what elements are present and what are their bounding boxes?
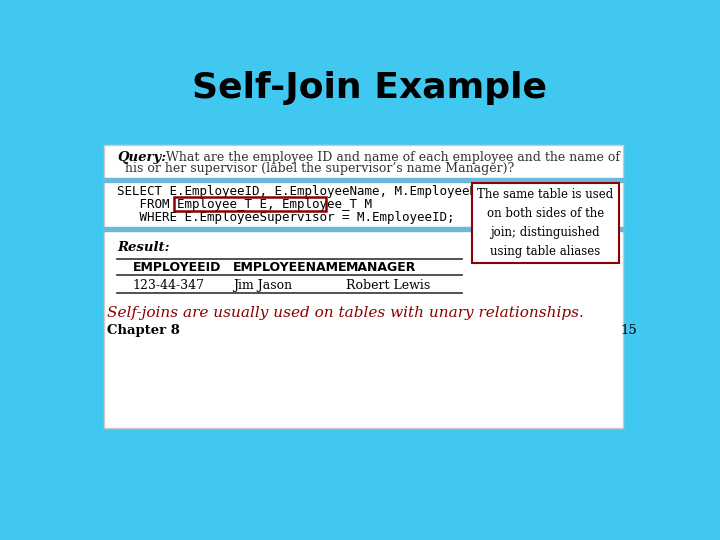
Text: MANAGER: MANAGER (346, 261, 416, 274)
FancyBboxPatch shape (104, 145, 624, 428)
Text: Result:: Result: (117, 241, 170, 254)
Text: WHERE E.EmployeeSupervisor = M.EmployeeID;: WHERE E.EmployeeSupervisor = M.EmployeeI… (117, 211, 454, 224)
FancyBboxPatch shape (472, 183, 618, 262)
Text: EMPLOYEEID: EMPLOYEEID (132, 261, 221, 274)
Text: Jim Jason: Jim Jason (233, 279, 292, 292)
Text: 123-44-347: 123-44-347 (132, 279, 204, 292)
Text: Query:: Query: (117, 151, 166, 164)
Text: What are the employee ID and name of each employee and the name of: What are the employee ID and name of eac… (158, 151, 620, 164)
Text: FROM Employee_T E, Employee_T M: FROM Employee_T E, Employee_T M (117, 198, 372, 211)
Text: Chapter 8: Chapter 8 (107, 324, 180, 337)
Text: 15: 15 (621, 324, 637, 337)
Text: EMPLOYEENAME: EMPLOYEENAME (233, 261, 348, 274)
Text: SELECT E.EmployeeID, E.EmployeeName, M.EmployeeName AS Manager: SELECT E.EmployeeID, E.EmployeeName, M.E… (117, 185, 582, 198)
Text: his or her supervisor (label the supervisor’s name Manager)?: his or her supervisor (label the supervi… (117, 162, 514, 176)
Text: Robert Lewis: Robert Lewis (346, 279, 430, 292)
Text: The same table is used
on both sides of the
join; distinguished
using table alia: The same table is used on both sides of … (477, 188, 613, 258)
Text: Self-Join Example: Self-Join Example (192, 71, 546, 105)
Text: Self-joins are usually used on tables with unary relationships.: Self-joins are usually used on tables wi… (107, 306, 584, 320)
